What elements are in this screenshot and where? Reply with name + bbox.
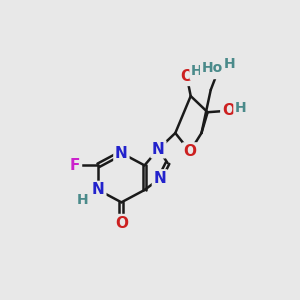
Text: H: H bbox=[224, 58, 235, 71]
Text: H: H bbox=[191, 64, 203, 78]
Text: H: H bbox=[76, 193, 88, 207]
Text: N: N bbox=[154, 171, 166, 186]
Text: N: N bbox=[92, 182, 105, 197]
Text: O: O bbox=[183, 144, 196, 159]
Text: H: H bbox=[235, 101, 247, 116]
Text: N: N bbox=[115, 146, 128, 160]
Text: O: O bbox=[180, 69, 194, 84]
Text: O: O bbox=[212, 62, 225, 77]
Text: Ho: Ho bbox=[202, 61, 223, 75]
Text: N: N bbox=[152, 142, 165, 157]
Text: F: F bbox=[70, 158, 80, 173]
Text: O: O bbox=[115, 216, 128, 231]
Text: O: O bbox=[222, 103, 235, 118]
